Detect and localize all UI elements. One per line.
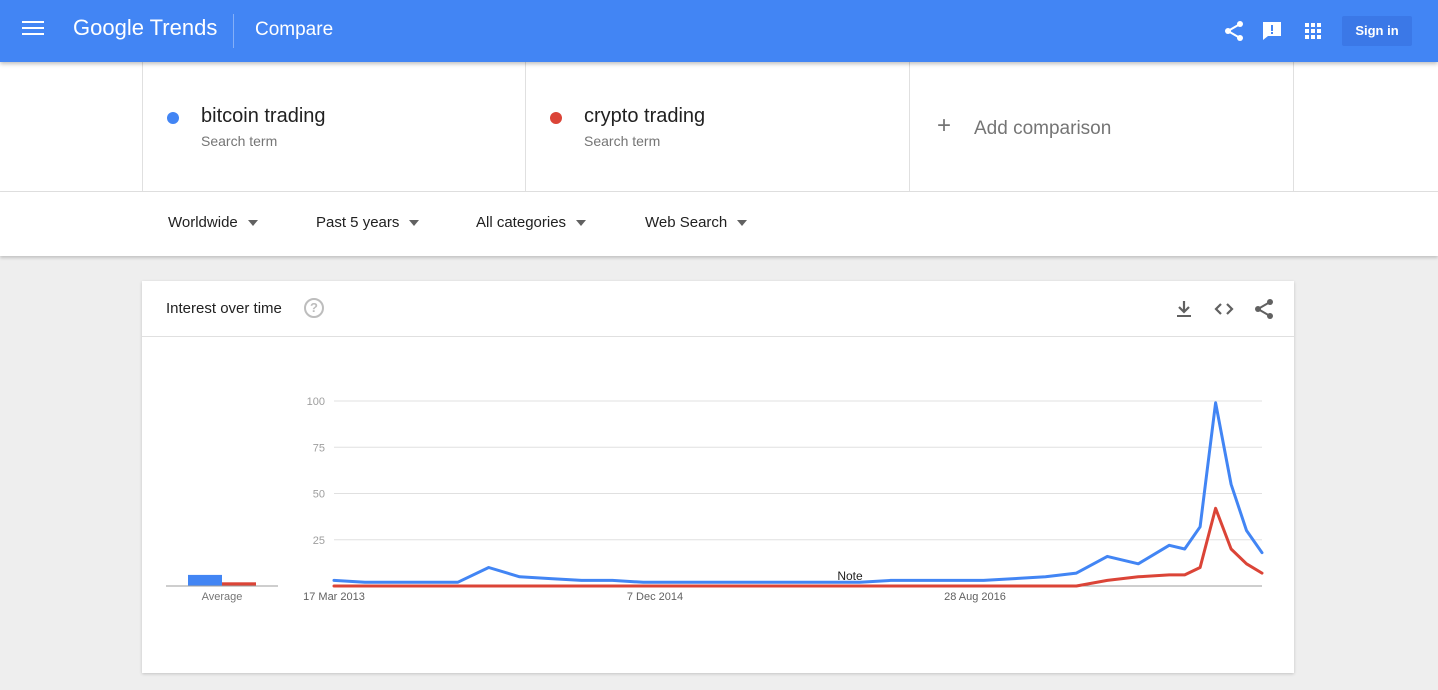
average-label: Average: [202, 591, 243, 603]
term-name: bitcoin trading: [201, 105, 326, 127]
interest-over-time-card: Interest over time ? 25 50 75 100 17 Mar 201…: [142, 281, 1294, 673]
series-line-crypto-trading: [332, 506, 1264, 588]
menu-icon[interactable]: [22, 21, 44, 39]
term-name: crypto trading: [584, 105, 706, 127]
y-tick-label: 25: [313, 535, 325, 547]
logo[interactable]: Google Trends: [73, 15, 217, 41]
term-type: Search term: [584, 133, 661, 149]
interest-chart: 25 50 75 100 17 Mar 2013 7 Dec 2014 28 Aug 201…: [166, 396, 1264, 603]
y-tick-label: 75: [313, 442, 325, 454]
card-title: Interest over time: [166, 300, 282, 317]
region-label: Worldwide: [168, 214, 238, 231]
y-tick-label: 50: [313, 489, 325, 501]
x-tick-label: 17 Mar 2013: [303, 591, 365, 603]
y-tick-label: 100: [307, 396, 325, 408]
average-bar-crypto-trading: [222, 582, 256, 586]
x-tick-label: 28 Aug 2016: [944, 591, 1006, 603]
comparison-terms: bitcoin trading Search term crypto tradi…: [0, 62, 1438, 192]
search-type-label: Web Search: [645, 214, 728, 231]
chevron-down-icon: [247, 220, 258, 227]
term-card-bitcoin-trading[interactable]: bitcoin trading Search term: [142, 62, 526, 192]
chevron-down-icon: [409, 220, 420, 227]
search-type-dropdown[interactable]: Web Search: [645, 214, 748, 231]
card-header: Interest over time ?: [142, 281, 1294, 337]
share-icon[interactable]: [1252, 297, 1276, 321]
series-color-dot: [167, 112, 179, 124]
add-comparison-label: Add comparison: [974, 118, 1112, 139]
category-label: All categories: [476, 214, 567, 231]
feedback-icon[interactable]: [1260, 19, 1284, 43]
app-header: Google Trends Compare Sign in: [0, 0, 1438, 62]
note-annotation: Note: [837, 569, 863, 583]
chevron-down-icon: [576, 220, 587, 227]
series-color-dot: [550, 112, 562, 124]
category-dropdown[interactable]: All categories: [476, 214, 587, 231]
series-line-bitcoin-trading: [332, 401, 1264, 584]
logo-trends: Trends: [149, 15, 218, 40]
time-range-dropdown[interactable]: Past 5 years: [316, 214, 420, 231]
filter-bar: Worldwide Past 5 years All categories We…: [0, 192, 1438, 256]
chevron-down-icon: [737, 220, 748, 227]
logo-google: Google: [73, 15, 144, 40]
x-tick-label: 7 Dec 2014: [627, 591, 683, 603]
share-icon[interactable]: [1222, 19, 1246, 43]
sign-in-button[interactable]: Sign in: [1342, 16, 1412, 46]
download-icon[interactable]: [1172, 297, 1196, 321]
help-icon[interactable]: ?: [304, 298, 324, 318]
time-range-label: Past 5 years: [316, 214, 400, 231]
apps-icon[interactable]: [1301, 19, 1325, 43]
region-dropdown[interactable]: Worldwide: [168, 214, 258, 231]
term-card-crypto-trading[interactable]: crypto trading Search term: [525, 62, 909, 192]
embed-icon[interactable]: [1212, 297, 1236, 321]
add-comparison-button[interactable]: + Add comparison: [909, 62, 1294, 192]
term-type: Search term: [201, 133, 278, 149]
header-divider: [233, 14, 234, 48]
plus-icon: +: [937, 112, 952, 139]
page-title: Compare: [255, 19, 334, 40]
average-bar-bitcoin-trading: [188, 574, 222, 586]
